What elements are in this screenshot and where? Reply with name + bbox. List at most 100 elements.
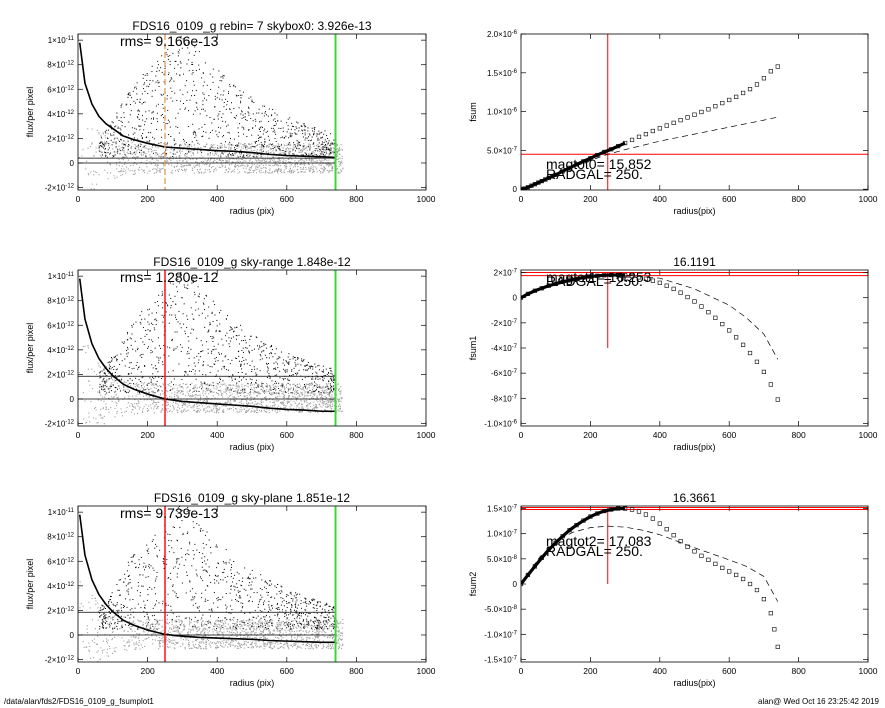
scatter-point xyxy=(226,160,228,162)
scatter-point xyxy=(209,154,211,156)
scatter-point xyxy=(304,152,306,154)
scatter-point xyxy=(150,352,152,354)
scatter-point xyxy=(111,366,113,368)
scatter-point xyxy=(308,163,310,166)
scatter-point xyxy=(155,154,157,156)
scatter-point xyxy=(207,158,210,160)
scatter-point xyxy=(232,387,234,389)
scatter-point xyxy=(185,144,187,146)
scatter-point xyxy=(339,632,341,634)
scatter-point xyxy=(163,117,165,119)
scatter-point xyxy=(278,161,280,163)
scatter-point xyxy=(126,151,128,153)
scatter-point xyxy=(211,409,213,411)
scatter-point xyxy=(269,392,271,394)
scatter-point xyxy=(184,286,186,288)
scatter-point xyxy=(314,624,316,626)
scatter-point xyxy=(271,158,273,160)
scatter-point xyxy=(189,396,191,398)
scatter-point xyxy=(216,319,218,321)
scatter-point xyxy=(255,382,257,385)
scatter-point xyxy=(276,374,278,376)
scatter-point xyxy=(227,396,229,398)
scatter-point xyxy=(175,395,178,397)
scatter-point xyxy=(137,110,139,112)
scatter-point xyxy=(108,367,110,369)
scatter-point xyxy=(180,624,182,626)
scatter-point xyxy=(288,142,290,144)
scatter-point xyxy=(162,156,164,158)
scatter-point xyxy=(296,386,298,388)
scatter-point xyxy=(127,348,129,350)
scatter-point xyxy=(171,387,174,390)
scatter-point xyxy=(284,389,286,391)
scatter-point xyxy=(310,392,312,394)
scatter-point xyxy=(308,403,310,405)
scatter-point xyxy=(162,361,164,363)
scatter-point xyxy=(107,387,109,389)
scatter-point xyxy=(316,383,318,386)
scatter-point xyxy=(240,158,242,160)
scatter-point xyxy=(201,312,203,314)
scatter-point xyxy=(119,171,121,173)
scatter-point xyxy=(242,347,244,349)
scatter-point xyxy=(313,134,315,136)
scatter-point xyxy=(278,168,280,170)
scatter-point xyxy=(236,144,238,146)
scatter-point xyxy=(229,407,231,410)
scatter-point xyxy=(103,423,105,425)
scatter-point xyxy=(275,348,277,350)
scatter-point xyxy=(242,398,244,401)
scatter-point xyxy=(306,365,308,367)
scatter-point xyxy=(100,135,102,137)
scatter-point xyxy=(158,357,160,359)
scatter-point xyxy=(151,95,153,97)
scatter-point xyxy=(301,154,303,156)
scatter-point xyxy=(268,412,270,414)
scatter-point xyxy=(338,400,340,402)
chart-panel-3: rms= 9.739e-130 200 400 600 800 1000-2×10-120… xyxy=(25,491,436,688)
scatter-point xyxy=(300,391,302,393)
scatter-point xyxy=(319,386,321,388)
scatter-point xyxy=(308,133,310,135)
scatter-point xyxy=(179,392,182,394)
scatter-point xyxy=(326,152,328,154)
scatter-point xyxy=(274,163,276,165)
scatter-point xyxy=(188,164,191,166)
scatter-point xyxy=(326,147,328,149)
scatter-point xyxy=(122,170,124,172)
scatter-point xyxy=(340,162,342,164)
scatter-point xyxy=(211,313,213,315)
scatter-point xyxy=(110,407,112,409)
scatter-point xyxy=(127,159,129,161)
scatter-point xyxy=(252,145,254,147)
scatter-point xyxy=(328,394,330,396)
scatter-point xyxy=(155,168,157,170)
scatter-point xyxy=(332,142,334,144)
y-tick-label: 2×10-12 xyxy=(47,134,74,143)
scatter-point xyxy=(200,172,203,174)
scatter-point xyxy=(243,408,245,410)
scatter-point xyxy=(169,389,171,391)
scatter-point xyxy=(241,329,243,331)
scatter-point xyxy=(190,155,192,157)
scatter-point xyxy=(336,145,338,147)
scatter-point xyxy=(283,152,285,154)
scatter-point xyxy=(99,384,101,386)
scatter-point xyxy=(338,172,340,174)
scatter-point xyxy=(330,408,332,410)
scatter-point xyxy=(324,149,326,151)
scatter-point xyxy=(202,387,204,389)
scatter-point xyxy=(244,335,246,337)
scatter-point xyxy=(204,635,206,637)
scatter-point xyxy=(274,145,276,147)
scatter-point xyxy=(275,150,277,152)
scatter-point xyxy=(254,156,256,158)
scatter-point xyxy=(285,369,287,371)
scatter-point xyxy=(299,410,301,412)
scatter-point xyxy=(259,128,261,130)
scatter-point xyxy=(340,398,342,400)
scatter-point xyxy=(322,153,324,155)
scatter-point xyxy=(209,152,211,154)
scatter-point xyxy=(181,346,183,348)
